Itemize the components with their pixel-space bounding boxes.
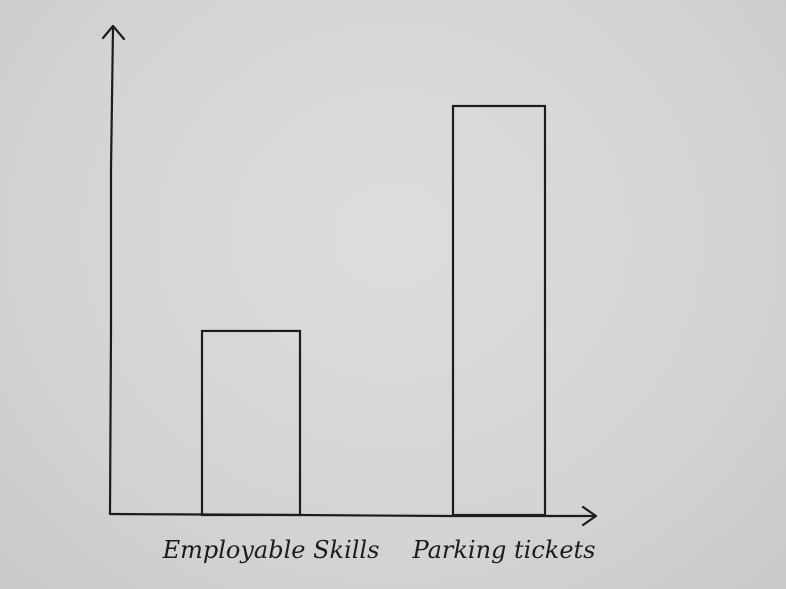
bars	[200, 104, 547, 517]
x-tick-label: Parking tickets	[412, 536, 596, 564]
axes	[101, 24, 598, 527]
y-axis-line	[108, 26, 115, 516]
x-tick-label: Employable Skills	[162, 536, 380, 564]
category-labels: Employable Skills Parking tickets	[162, 536, 596, 564]
y-axis-arrow	[101, 24, 126, 41]
x-axis-arrow	[581, 505, 598, 527]
bar-employable-skills	[200, 329, 302, 517]
bar-parking-tickets	[451, 104, 547, 517]
